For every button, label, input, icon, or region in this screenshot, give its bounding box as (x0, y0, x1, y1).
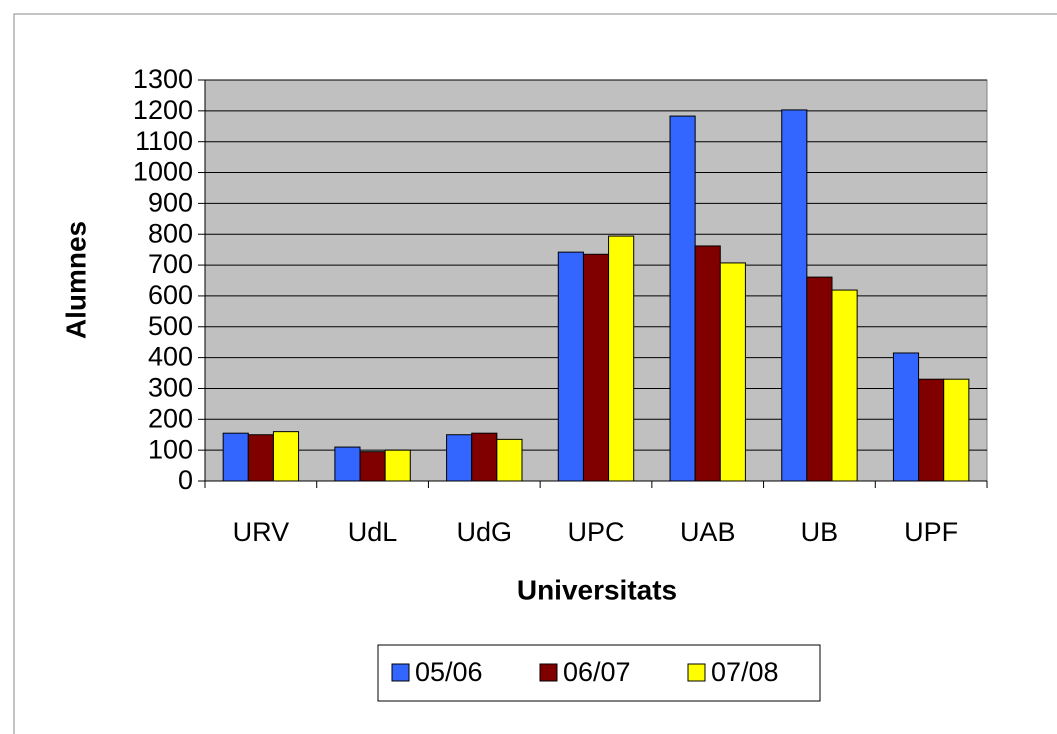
bar (496, 438, 523, 482)
x-tick-label: UdG (457, 517, 513, 547)
bar (694, 245, 721, 482)
bar (781, 109, 808, 482)
y-tick-label: 1100 (135, 126, 193, 156)
bar (334, 446, 361, 482)
bar (582, 253, 610, 482)
legend-swatch (539, 663, 558, 682)
x-tick-label: URV (233, 517, 290, 547)
y-tick-label: 300 (148, 373, 193, 403)
bar (918, 378, 945, 482)
y-tick-label: 900 (148, 188, 193, 218)
x-tick-label: UAB (680, 517, 736, 547)
y-tick-label: 200 (148, 403, 193, 433)
bar (557, 251, 584, 482)
bar (272, 431, 300, 482)
bar (892, 352, 920, 482)
y-tick-label: 100 (148, 434, 193, 464)
x-tick-label: UB (801, 517, 839, 547)
x-axis-title: Universitats (517, 574, 677, 605)
bar (359, 451, 386, 482)
bar (669, 115, 696, 482)
bar (471, 432, 498, 482)
legend-swatch (391, 663, 410, 682)
x-tick-label: UdL (348, 517, 398, 547)
x-tick-label: UPC (567, 517, 624, 547)
legend (377, 644, 821, 702)
bar (831, 289, 858, 482)
y-axis-title: Alumnes (60, 221, 91, 339)
y-tick-label: 700 (148, 249, 193, 279)
bar (446, 434, 473, 482)
bar (608, 235, 635, 482)
y-tick-label: 0 (178, 465, 193, 495)
bar (222, 432, 249, 482)
bar (384, 449, 411, 482)
y-tick-label: 500 (148, 311, 193, 341)
bar (719, 262, 746, 482)
y-tick-label: 800 (148, 218, 193, 248)
legend-label: 05/06 (415, 657, 483, 687)
y-tick-label: 1200 (133, 95, 193, 125)
bar (943, 378, 970, 482)
y-tick-label: 600 (148, 280, 193, 310)
bar (247, 434, 274, 482)
bar (806, 276, 833, 482)
y-tick-label: 1000 (133, 157, 193, 187)
legend-swatch (687, 663, 706, 682)
legend-label: 06/07 (563, 657, 631, 687)
y-tick-label: 400 (148, 342, 193, 372)
chart-frame (13, 13, 1057, 734)
legend-label: 07/08 (711, 657, 779, 687)
y-tick-label: 1300 (133, 64, 193, 94)
x-tick-label: UPF (904, 517, 958, 547)
